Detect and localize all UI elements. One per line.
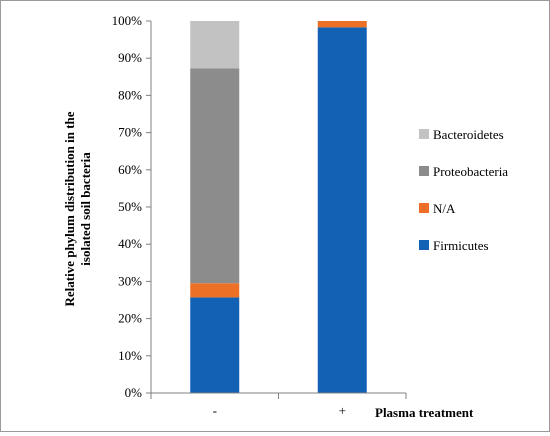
- legend-label-firmicutes: Firmicutes: [433, 238, 489, 253]
- bar-segment-n-a: [190, 283, 240, 298]
- legend-swatch-bacteroidetes: [419, 129, 429, 139]
- legend-swatch-proteobacteria: [419, 166, 429, 176]
- bar-segment-proteobacteria: [190, 68, 240, 284]
- y-tick-label: 40%: [118, 236, 142, 251]
- y-axis: 0% 10% 20% 30% 40% 50% 60% 70% 80% 90% 100%: [112, 13, 152, 400]
- y-tick-label: 80%: [118, 87, 142, 102]
- y-tick-label: 100%: [112, 13, 143, 28]
- legend: Bacteroidetes Proteobacteria N/A Firmicutes: [419, 127, 508, 253]
- y-tick-label: 30%: [118, 273, 142, 288]
- y-tick-label: 60%: [118, 162, 142, 177]
- y-tick-label: 20%: [118, 311, 142, 326]
- legend-label-n-a: N/A: [433, 201, 456, 216]
- legend-label-proteobacteria: Proteobacteria: [433, 164, 508, 179]
- x-axis: - +: [150, 392, 407, 418]
- y-tick-label: 90%: [118, 50, 142, 65]
- y-axis-title-line-1: Relative phylum distribution in the: [62, 111, 77, 306]
- legend-swatch-firmicutes: [419, 240, 429, 250]
- bar-segment-n-a: [317, 21, 367, 28]
- legend-swatch-n-a: [419, 203, 429, 213]
- bar-segment-firmicutes: [317, 27, 367, 393]
- x-axis-title: Plasma treatment: [375, 405, 474, 420]
- x-tick-label: -: [213, 403, 217, 418]
- y-tick-label: 50%: [118, 199, 142, 214]
- y-axis-title-line-2: isolated soil bacteria: [78, 152, 93, 266]
- y-tick-label: 0%: [125, 385, 143, 400]
- y-tick-label: 10%: [118, 348, 142, 363]
- bar-segment-firmicutes: [190, 297, 240, 393]
- bar-segment-bacteroidetes: [190, 21, 240, 69]
- legend-label-bacteroidetes: Bacteroidetes: [433, 127, 504, 142]
- y-tick-label: 70%: [118, 125, 142, 140]
- plot-area: [190, 21, 367, 393]
- x-tick-label: +: [339, 403, 346, 418]
